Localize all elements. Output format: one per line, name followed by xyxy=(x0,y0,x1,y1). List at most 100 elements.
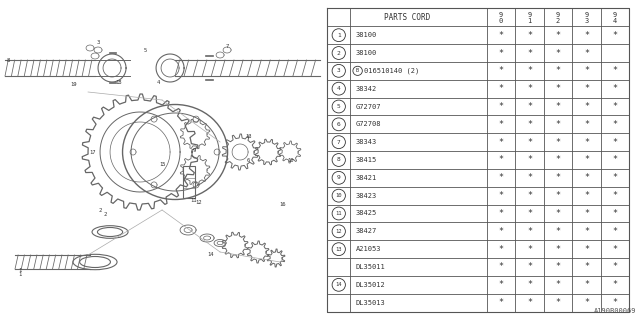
Text: 38427: 38427 xyxy=(356,228,377,234)
Text: DL35012: DL35012 xyxy=(356,282,385,288)
Text: *: * xyxy=(612,102,618,111)
Text: *: * xyxy=(584,31,589,40)
Text: *: * xyxy=(612,173,618,182)
Text: 14: 14 xyxy=(207,252,213,258)
Text: 9: 9 xyxy=(337,175,340,180)
Text: *: * xyxy=(527,227,532,236)
Text: *: * xyxy=(612,120,618,129)
Text: 1: 1 xyxy=(18,268,21,273)
Text: 4: 4 xyxy=(337,86,340,91)
Text: 38421: 38421 xyxy=(356,175,377,181)
Text: 7: 7 xyxy=(225,44,228,50)
Text: *: * xyxy=(499,49,503,58)
Text: 1: 1 xyxy=(337,33,340,38)
Text: *: * xyxy=(612,280,618,289)
Text: 19: 19 xyxy=(71,83,77,87)
Text: 9: 9 xyxy=(612,12,617,18)
Text: *: * xyxy=(612,84,618,93)
Text: 14: 14 xyxy=(335,282,342,287)
Text: *: * xyxy=(584,245,589,254)
Text: *: * xyxy=(527,49,532,58)
Text: 5: 5 xyxy=(337,104,340,109)
Text: 11: 11 xyxy=(335,211,342,216)
Text: *: * xyxy=(527,102,532,111)
Text: *: * xyxy=(499,298,503,307)
Text: *: * xyxy=(527,31,532,40)
Text: 13: 13 xyxy=(335,247,342,252)
Text: *: * xyxy=(584,298,589,307)
Text: G72707: G72707 xyxy=(356,103,381,109)
Text: 8: 8 xyxy=(6,58,10,62)
Text: *: * xyxy=(527,245,532,254)
Text: 9: 9 xyxy=(584,12,589,18)
Text: *: * xyxy=(499,173,503,182)
Text: *: * xyxy=(499,120,503,129)
Text: 9: 9 xyxy=(556,12,560,18)
Text: 2: 2 xyxy=(104,212,107,218)
Text: *: * xyxy=(556,298,561,307)
Text: 3: 3 xyxy=(97,39,100,44)
Text: *: * xyxy=(527,66,532,75)
Text: *: * xyxy=(556,120,561,129)
Text: *: * xyxy=(584,138,589,147)
Text: DL35011: DL35011 xyxy=(356,264,385,270)
Text: 17: 17 xyxy=(89,149,95,155)
Text: 10: 10 xyxy=(287,157,293,163)
Text: 9: 9 xyxy=(193,148,196,153)
Text: 38342: 38342 xyxy=(356,86,377,92)
Text: *: * xyxy=(527,173,532,182)
Text: *: * xyxy=(527,138,532,147)
Text: *: * xyxy=(556,280,561,289)
Text: *: * xyxy=(584,262,589,271)
Text: 10: 10 xyxy=(335,193,342,198)
Text: *: * xyxy=(556,31,561,40)
Text: 38415: 38415 xyxy=(356,157,377,163)
Text: *: * xyxy=(556,66,561,75)
Text: 38100: 38100 xyxy=(356,32,377,38)
Text: 3: 3 xyxy=(337,68,340,73)
Text: *: * xyxy=(527,262,532,271)
Text: 4: 4 xyxy=(156,79,160,84)
Text: 4: 4 xyxy=(612,18,617,24)
Text: *: * xyxy=(556,191,561,200)
Text: 18: 18 xyxy=(115,79,122,84)
Text: *: * xyxy=(499,84,503,93)
Text: *: * xyxy=(556,262,561,271)
Text: 1: 1 xyxy=(19,273,22,277)
Text: *: * xyxy=(556,49,561,58)
Text: *: * xyxy=(499,280,503,289)
Text: 11: 11 xyxy=(190,197,196,203)
Text: *: * xyxy=(612,209,618,218)
Text: *: * xyxy=(527,156,532,164)
Text: *: * xyxy=(527,280,532,289)
Text: 15: 15 xyxy=(159,163,165,167)
Text: *: * xyxy=(556,227,561,236)
Text: *: * xyxy=(499,209,503,218)
Text: *: * xyxy=(527,84,532,93)
Text: 12: 12 xyxy=(335,229,342,234)
Text: 1: 1 xyxy=(527,18,531,24)
Text: *: * xyxy=(556,84,561,93)
Text: 3: 3 xyxy=(584,18,589,24)
Text: *: * xyxy=(499,102,503,111)
Text: *: * xyxy=(584,227,589,236)
Text: *: * xyxy=(612,298,618,307)
Text: *: * xyxy=(584,102,589,111)
Text: 38100: 38100 xyxy=(356,50,377,56)
Text: 38343: 38343 xyxy=(356,139,377,145)
Text: *: * xyxy=(612,227,618,236)
Text: 2: 2 xyxy=(556,18,560,24)
Text: *: * xyxy=(527,209,532,218)
Text: 5: 5 xyxy=(143,47,147,52)
Text: 8: 8 xyxy=(337,157,340,163)
Text: *: * xyxy=(556,245,561,254)
Text: 38423: 38423 xyxy=(356,193,377,199)
Text: *: * xyxy=(499,156,503,164)
Text: 38425: 38425 xyxy=(356,211,377,217)
Text: *: * xyxy=(527,120,532,129)
Text: *: * xyxy=(612,138,618,147)
Text: DL35013: DL35013 xyxy=(356,300,385,306)
Text: A190B00069: A190B00069 xyxy=(595,308,637,314)
Text: *: * xyxy=(556,173,561,182)
Text: *: * xyxy=(556,209,561,218)
